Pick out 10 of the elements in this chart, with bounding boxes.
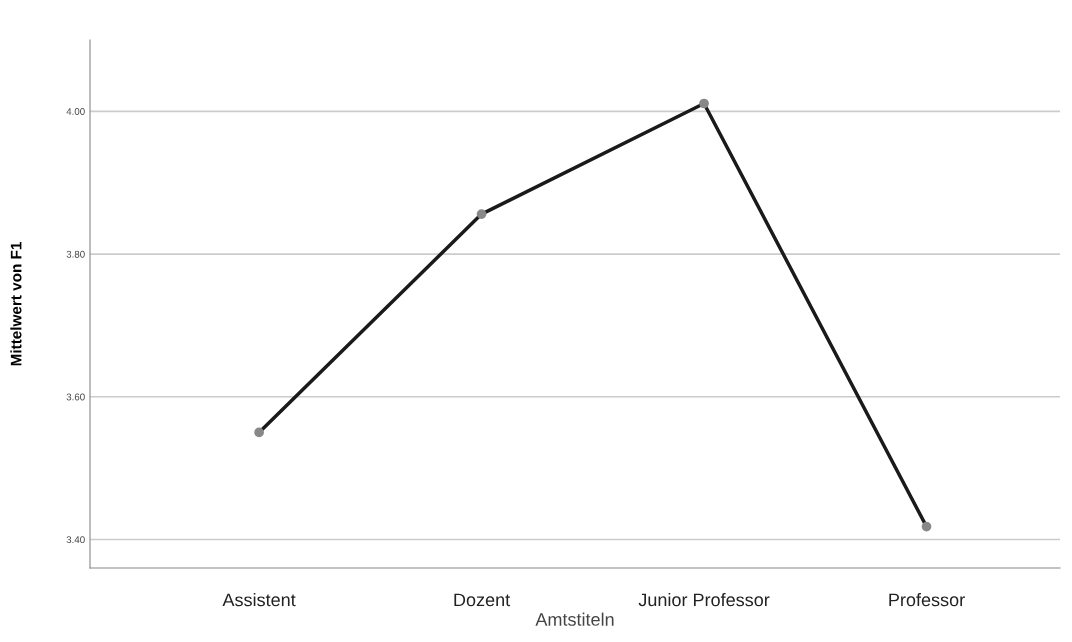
x-axis-title: Amtstiteln (535, 612, 614, 626)
x-tick-label: Professor (889, 593, 965, 607)
x-tick-label: Dozent (454, 593, 511, 607)
y-tick-label: 3.60 (66, 393, 85, 401)
y-axis-title: Mittelwert von F1 (10, 242, 22, 366)
y-tick-label: 4.00 (66, 108, 85, 115)
y-tick-label: 3.80 (66, 250, 85, 258)
x-tick-label: Assistent (222, 593, 296, 607)
x-tick-label: Junior Professor (638, 593, 770, 607)
y-tick-label: 3.40 (66, 536, 85, 544)
